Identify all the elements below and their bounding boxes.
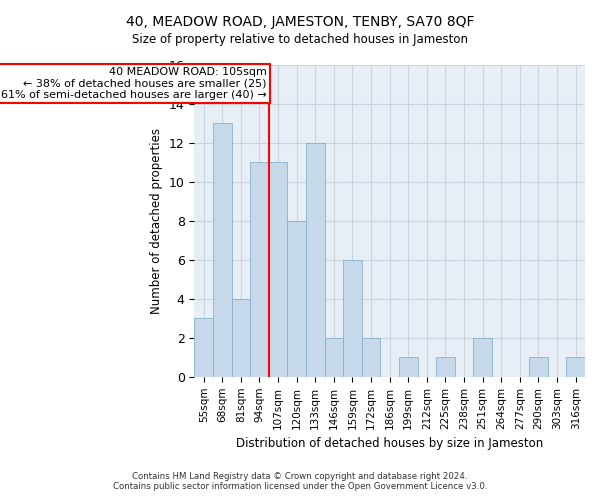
Bar (566, 358, 585, 377)
Bar (325, 338, 343, 377)
Bar (250, 162, 269, 377)
Bar (269, 162, 287, 377)
Bar (343, 260, 362, 377)
Bar (399, 358, 418, 377)
Bar (232, 299, 250, 377)
Y-axis label: Number of detached properties: Number of detached properties (150, 128, 163, 314)
Bar (287, 221, 306, 377)
Text: 40 MEADOW ROAD: 105sqm
← 38% of detached houses are smaller (25)
61% of semi-det: 40 MEADOW ROAD: 105sqm ← 38% of detached… (1, 67, 267, 100)
X-axis label: Distribution of detached houses by size in Jameston: Distribution of detached houses by size … (236, 437, 544, 450)
Bar (306, 143, 325, 377)
Text: Contains HM Land Registry data © Crown copyright and database right 2024.
Contai: Contains HM Land Registry data © Crown c… (113, 472, 487, 491)
Text: Size of property relative to detached houses in Jameston: Size of property relative to detached ho… (132, 32, 468, 46)
Bar (194, 318, 213, 377)
Bar (473, 338, 492, 377)
Bar (529, 358, 548, 377)
Bar (362, 338, 380, 377)
Text: 40, MEADOW ROAD, JAMESTON, TENBY, SA70 8QF: 40, MEADOW ROAD, JAMESTON, TENBY, SA70 8… (126, 15, 474, 29)
Bar (436, 358, 455, 377)
Bar (213, 124, 232, 377)
